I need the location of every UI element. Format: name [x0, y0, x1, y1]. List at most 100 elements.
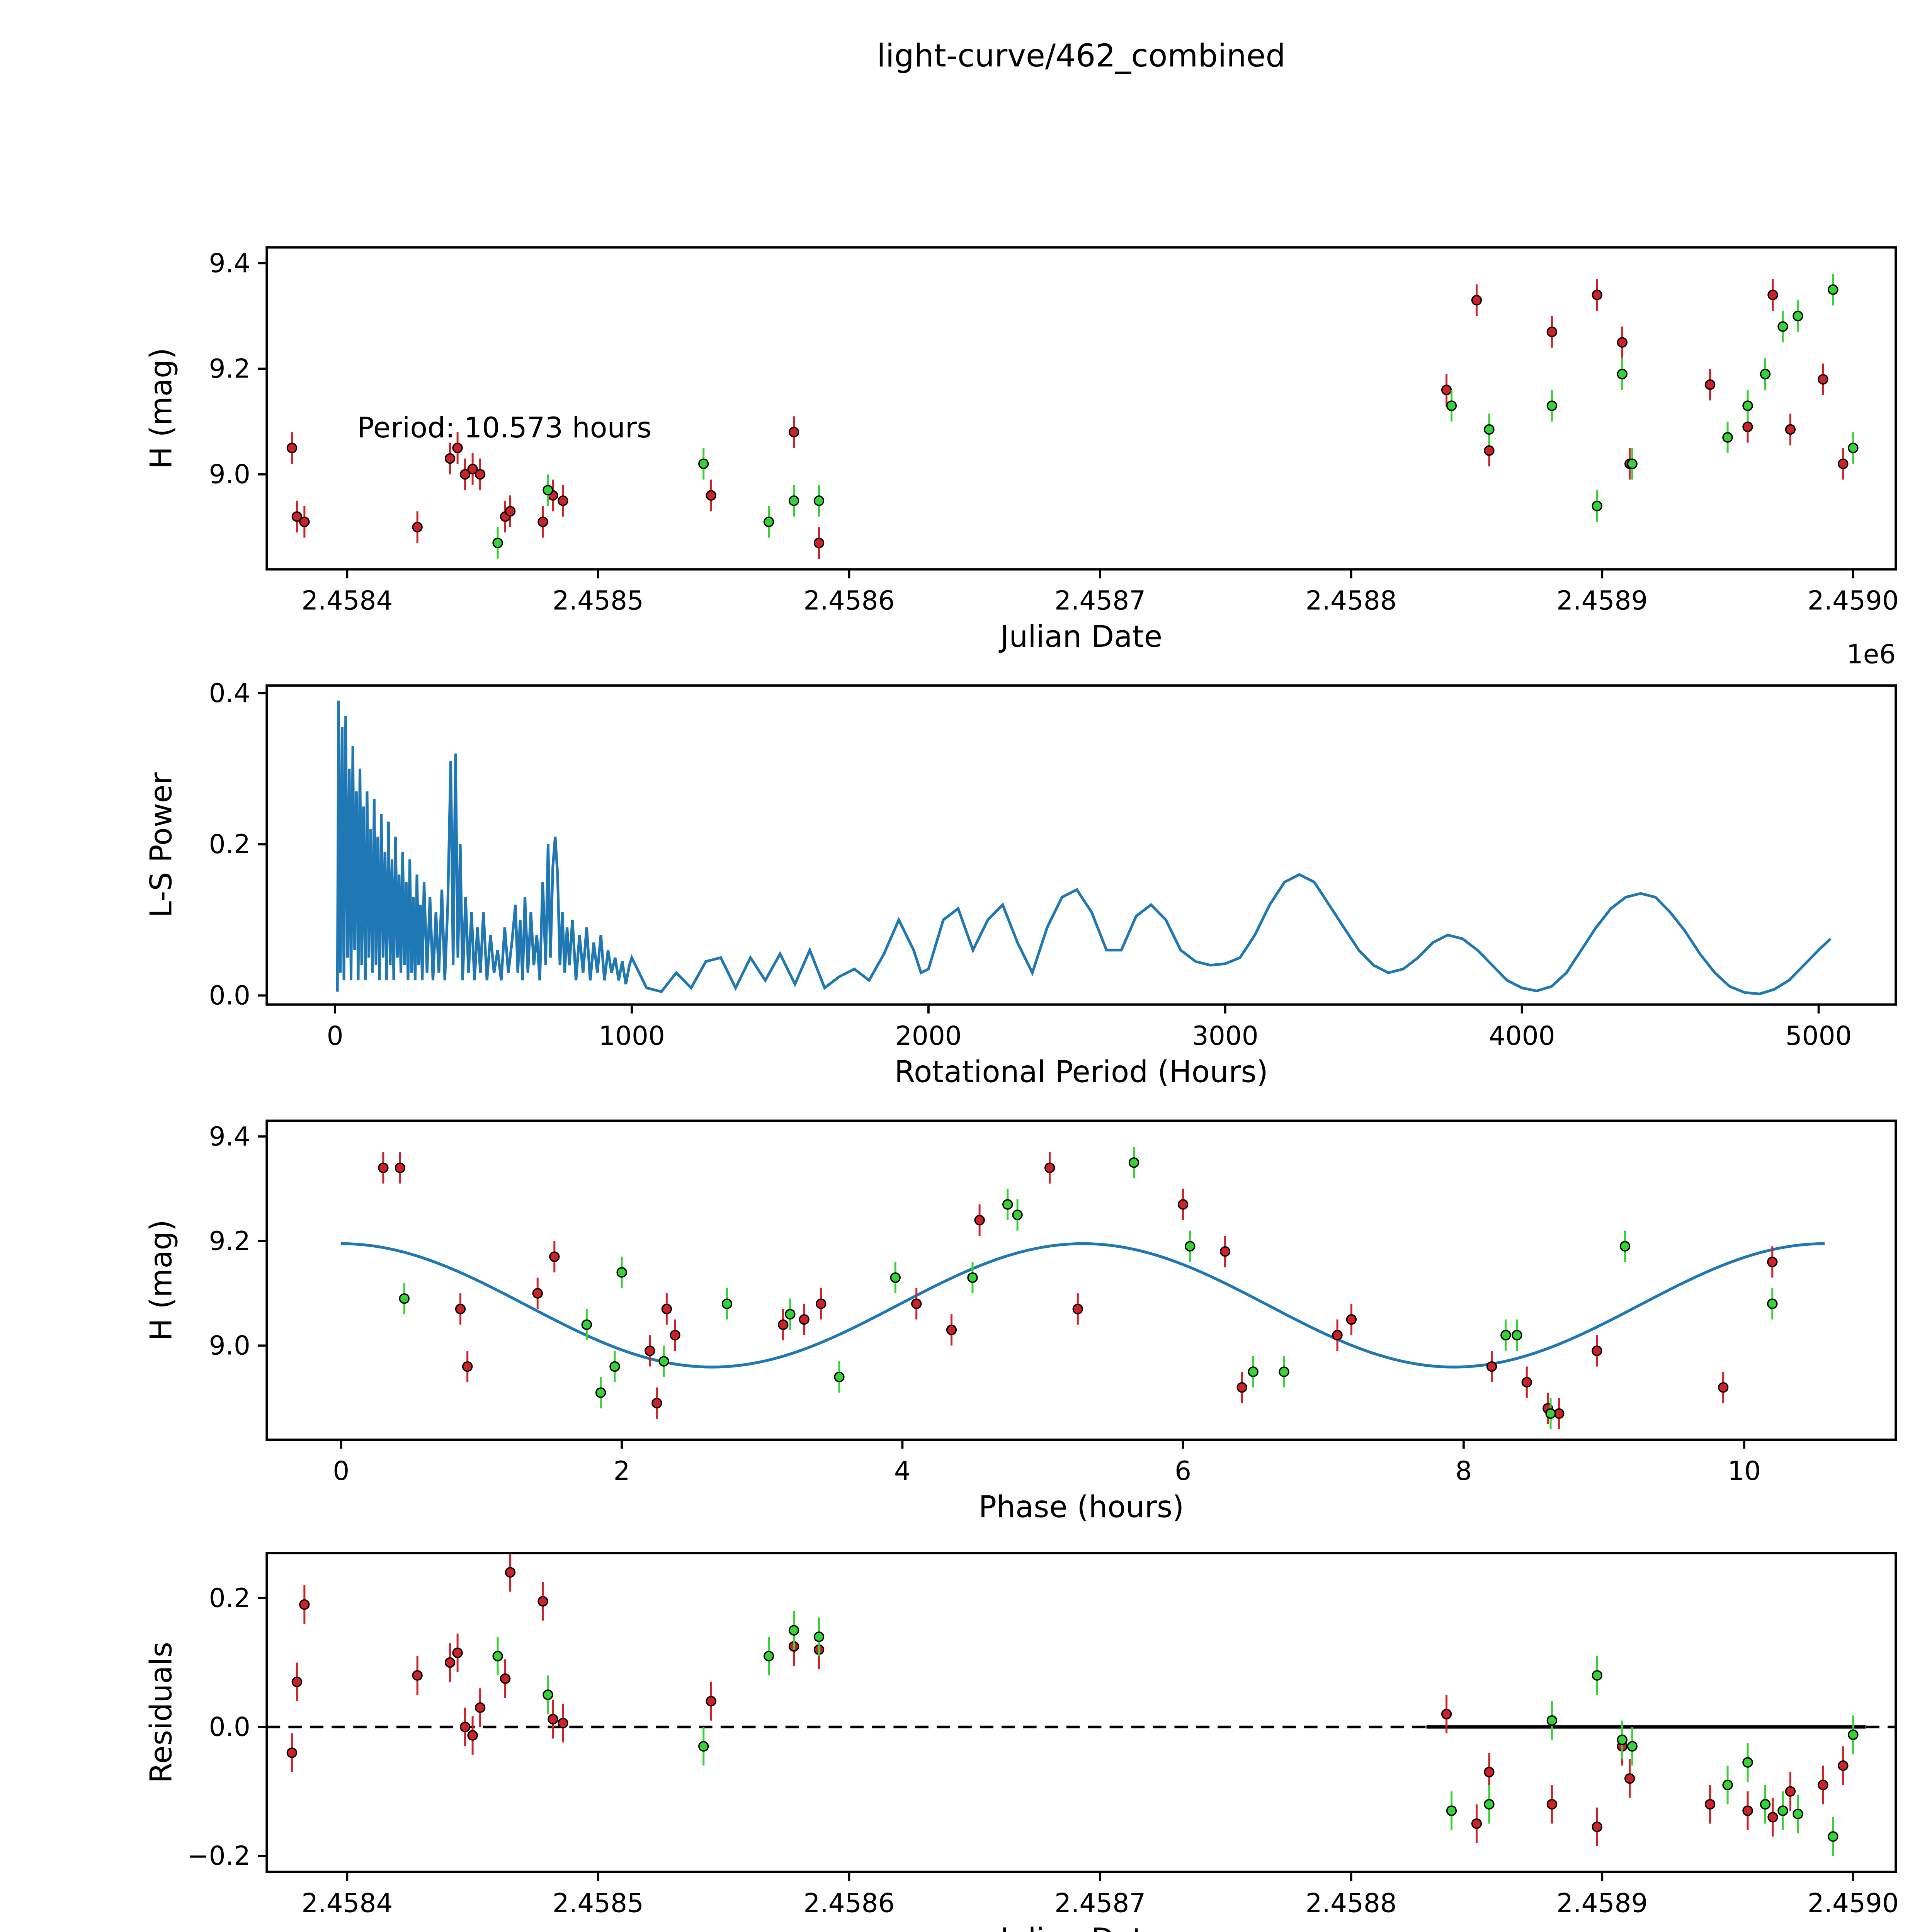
- green-data-point: [1828, 284, 1838, 295]
- green-data-point: [1484, 1799, 1495, 1810]
- red-data-point: [1818, 374, 1828, 385]
- x-tick-label: 0: [333, 1456, 349, 1486]
- red-data-point: [558, 495, 568, 506]
- green-data-point: [1484, 424, 1495, 435]
- red-data-point: [532, 1288, 543, 1299]
- y-axis-label: L-S Power: [144, 772, 179, 918]
- x-tick-label: 0: [327, 1020, 344, 1051]
- red-data-point: [444, 1657, 456, 1668]
- green-data-point: [1777, 1805, 1788, 1816]
- x-tick-label: 2.4586: [803, 1888, 895, 1918]
- green-data-point: [1848, 1729, 1859, 1740]
- red-data-point: [1219, 1246, 1231, 1257]
- y-tick-label: 0.4: [209, 678, 250, 708]
- red-data-point: [1742, 1805, 1753, 1816]
- red-data-point: [467, 464, 478, 474]
- red-data-point: [778, 1319, 789, 1330]
- red-data-point: [1441, 384, 1452, 395]
- green-data-point: [698, 1741, 709, 1752]
- green-data-point: [658, 1356, 669, 1367]
- x-tick-label: 2.4589: [1556, 585, 1648, 616]
- green-data-point: [763, 1651, 774, 1662]
- green-data-point: [1742, 1757, 1753, 1768]
- red-data-point: [1592, 1821, 1602, 1832]
- red-data-point: [505, 1567, 516, 1578]
- red-data-point: [291, 1676, 303, 1687]
- red-data-point: [444, 453, 456, 464]
- red-data-point: [1838, 458, 1849, 469]
- red-data-point: [645, 1345, 655, 1356]
- x-tick-label: 10: [1728, 1456, 1761, 1486]
- green-data-point: [1760, 369, 1771, 379]
- red-data-point: [974, 1214, 985, 1226]
- panel-phased-lightcurve: 0 2 4 6 8 10 9.0 9.2 9.4 Phase (hours) H (mag): [144, 1119, 1897, 1525]
- green-data-point: [788, 1625, 799, 1636]
- y-tick-label: 9.4: [209, 248, 250, 278]
- red-data-point: [1718, 1382, 1729, 1393]
- red-data-point: [455, 1304, 466, 1315]
- red-data-point: [1592, 1345, 1602, 1356]
- x-axis-label: Rotational Period (Hours): [895, 1054, 1268, 1089]
- green-data-point: [1767, 1298, 1778, 1309]
- green-data-point: [1592, 1670, 1602, 1681]
- x-tick-label: 3000: [1192, 1020, 1259, 1051]
- red-data-point: [1484, 445, 1495, 456]
- red-data-point: [500, 1673, 511, 1684]
- green-data-point: [834, 1371, 845, 1383]
- y-tick-label: 0.2: [209, 1583, 250, 1613]
- y-tick-label: 0.2: [209, 829, 250, 859]
- red-data-point: [291, 511, 303, 522]
- green-data-point: [1619, 1241, 1631, 1252]
- red-data-point: [537, 1596, 548, 1607]
- green-data-point: [763, 516, 774, 527]
- red-data-point: [1818, 1779, 1828, 1791]
- period-annotation: Period: 10.573 hours: [357, 412, 651, 444]
- y-tick-label: 9.2: [209, 1226, 250, 1256]
- red-data-point: [670, 1330, 680, 1341]
- red-data-point: [1838, 1760, 1849, 1771]
- red-data-point: [799, 1314, 810, 1325]
- y-tick-label: 9.0: [209, 1330, 250, 1361]
- red-data-point: [412, 1670, 423, 1681]
- green-data-point: [1128, 1157, 1139, 1168]
- green-data-point: [1627, 458, 1638, 469]
- red-data-point: [459, 1721, 471, 1733]
- x-tick-label: 6: [1175, 1456, 1191, 1486]
- green-data-point: [1722, 1779, 1733, 1791]
- red-data-point: [1785, 424, 1796, 435]
- y-tick-label: −0.2: [187, 1840, 250, 1871]
- red-data-point: [651, 1398, 662, 1408]
- axes-frame: [265, 1552, 1897, 1873]
- green-data-point: [967, 1272, 978, 1283]
- red-data-point: [1546, 327, 1558, 337]
- periodogram-curve: [336, 701, 1832, 995]
- x-tick-label: 2.4586: [803, 585, 895, 616]
- red-data-point: [1521, 1377, 1532, 1388]
- green-data-point: [399, 1293, 410, 1304]
- green-data-point: [1793, 1808, 1803, 1820]
- green-data-point: [1545, 1408, 1556, 1419]
- x-tick-label: 4: [894, 1456, 911, 1486]
- panel-residuals-vs-julian-date: 2.4584 2.4585 2.4586 2.4587 2.4588 2.4589 2.45…: [144, 1552, 1899, 1932]
- panel-lightcurve-vs-julian-date: 2.4584 2.4585 2.4586 2.4587 2.4588 2.4589 2.45…: [144, 246, 1899, 669]
- red-data-point: [1624, 1773, 1635, 1784]
- x-axis-label: Phase (hours): [978, 1490, 1184, 1525]
- x-tick-label: 1000: [599, 1020, 665, 1051]
- y-axis-label: H (mag): [144, 1219, 179, 1341]
- red-data-point: [816, 1298, 827, 1309]
- x-tick-label: 2.4588: [1306, 1888, 1397, 1918]
- red-data-point: [1346, 1314, 1357, 1325]
- red-data-point: [1704, 1799, 1716, 1810]
- green-data-point: [609, 1361, 620, 1372]
- sinusoid-fit-curve: [341, 1242, 1825, 1369]
- axes-frame: [265, 246, 1897, 571]
- green-data-point: [1848, 442, 1859, 453]
- red-data-point: [452, 1647, 463, 1658]
- red-data-point: [1767, 1257, 1778, 1267]
- x-tick-label: 2.4590: [1808, 585, 1899, 616]
- green-data-point: [1546, 400, 1558, 411]
- red-data-point: [1177, 1199, 1189, 1210]
- red-data-point: [1471, 1818, 1482, 1829]
- green-data-point: [616, 1267, 627, 1278]
- red-data-point: [911, 1298, 922, 1309]
